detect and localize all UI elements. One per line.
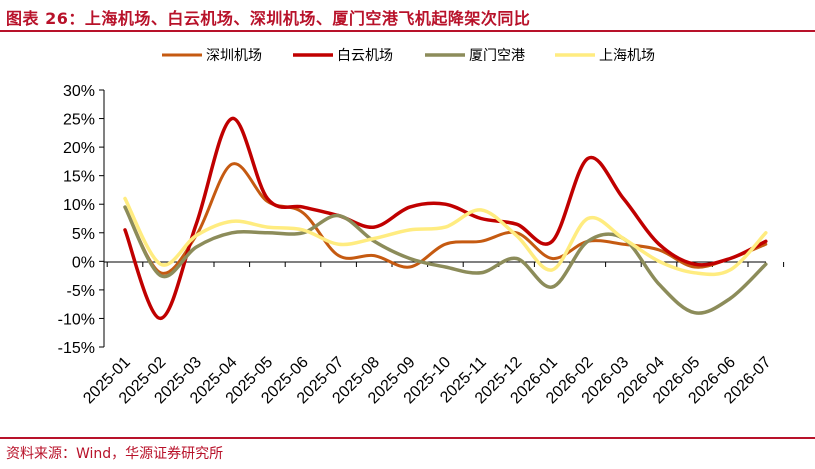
legend-label: 深圳机场 bbox=[206, 48, 262, 64]
line-chart: 深圳机场 白云机场 厦门空港 上海机场 -15% -10% -5% 0% 5% 10% 15% 20… bbox=[58, 48, 785, 407]
y-tick-label: 30% bbox=[63, 83, 95, 100]
legend-label: 白云机场 bbox=[337, 48, 393, 64]
y-tick-label: 0% bbox=[72, 254, 95, 271]
legend-label: 上海机场 bbox=[599, 48, 655, 64]
figure-title: 图表 26：上海机场、白云机场、深圳机场、厦门空港飞机起降架次同比 bbox=[6, 9, 531, 28]
source-note: 资料来源：Wind，华源证券研究所 bbox=[6, 446, 224, 462]
y-axis: -15% -10% -5% 0% 5% 10% 15% 20% 25% 30% bbox=[58, 83, 105, 357]
y-tick-label: -5% bbox=[67, 283, 95, 300]
y-tick-label: -10% bbox=[58, 311, 95, 328]
chart-legend: 深圳机场 白云机场 厦门空港 上海机场 bbox=[162, 48, 655, 64]
y-tick-label: -15% bbox=[58, 340, 95, 357]
y-tick-label: 5% bbox=[72, 226, 95, 243]
y-tick-label: 25% bbox=[63, 112, 95, 129]
series-line-1 bbox=[123, 162, 768, 275]
title-divider bbox=[0, 30, 815, 32]
series-line-2 bbox=[123, 116, 768, 321]
legend-label: 厦门空港 bbox=[469, 48, 525, 64]
y-tick-label: 10% bbox=[63, 197, 95, 214]
y-tick-label: 15% bbox=[63, 169, 95, 186]
y-tick-label: 20% bbox=[63, 140, 95, 157]
series-line-4 bbox=[123, 196, 768, 277]
series-line-3 bbox=[123, 205, 768, 315]
x-axis: 2025-012025-022025-032025-042025-052025-… bbox=[80, 261, 785, 407]
footer-divider bbox=[0, 437, 815, 439]
series-lines bbox=[123, 116, 768, 321]
